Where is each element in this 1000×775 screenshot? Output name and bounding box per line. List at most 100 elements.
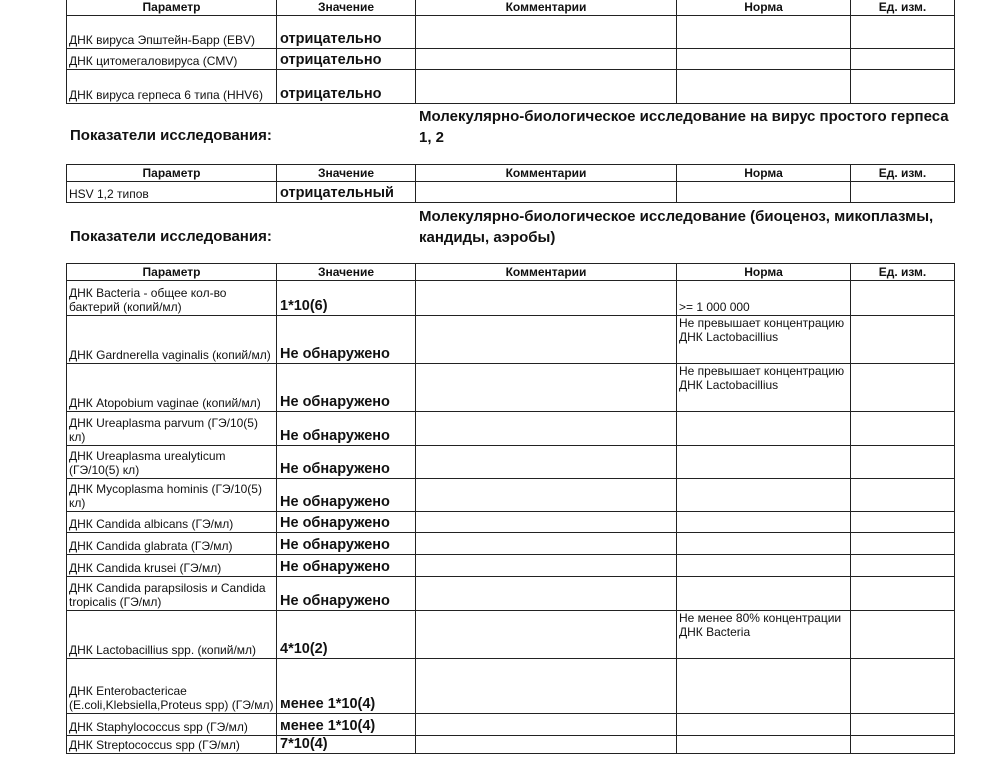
column-header-comment: Комментарии	[415, 164, 677, 182]
norm-cell: Не превышает концентрацию ДНК Lactobacil…	[676, 363, 851, 412]
value-cell: отрицательно	[276, 15, 416, 49]
table-row: ДНК Candida albicans (ГЭ/мл) Не обнаружен…	[66, 511, 955, 533]
column-header-unit: Ед. изм.	[850, 0, 955, 16]
column-header-norm: Норма	[676, 0, 851, 16]
unit-cell	[850, 511, 955, 533]
param-cell: ДНК Ureaplasma urealyticum (ГЭ/10(5) кл)	[66, 445, 277, 479]
table-row: ДНК цитомегаловируса (CMV) отрицательно	[66, 48, 955, 70]
table-row: HSV 1,2 типов отрицательный	[66, 181, 955, 203]
unit-cell	[850, 181, 955, 203]
param-cell: HSV 1,2 типов	[66, 181, 277, 203]
biocenosis-table: Параметр Значение Комментарии Норма Ед. изм.…	[66, 263, 955, 754]
norm-cell: Не превышает концентрацию ДНК Lactobacil…	[676, 315, 851, 364]
param-cell: ДНК Candida glabrata (ГЭ/мл)	[66, 532, 277, 555]
comment-cell	[415, 478, 677, 512]
param-cell: ДНК Atopobium vaginae (копий/мл)	[66, 363, 277, 412]
value-cell: Не обнаружено	[276, 532, 416, 555]
norm-cell	[676, 181, 851, 203]
column-header-unit: Ед. изм.	[850, 164, 955, 182]
param-cell: ДНК Candida parapsilosis и Candida tropi…	[66, 576, 277, 611]
viral-dna-table: Параметр Значение Комментарии Норма Ед. изм.…	[66, 0, 955, 104]
norm-cell	[676, 478, 851, 512]
norm-cell	[676, 445, 851, 479]
header-row: Параметр Значение Комментарии Норма Ед. изм.	[66, 0, 955, 16]
comment-cell	[415, 411, 677, 446]
value-cell: менее 1*10(4)	[276, 658, 416, 714]
comment-cell	[415, 445, 677, 479]
value-cell: Не обнаружено	[276, 411, 416, 446]
param-cell: ДНК Gardnerella vaginalis (копий/мл)	[66, 315, 277, 364]
column-header-norm: Норма	[676, 164, 851, 182]
param-cell: ДНК Staphylococcus spp (ГЭ/мл)	[66, 713, 277, 736]
norm-cell	[676, 532, 851, 555]
table-row: ДНК Candida krusei (ГЭ/мл) Не обнаружено	[66, 554, 955, 577]
param-cell: ДНК Candida krusei (ГЭ/мл)	[66, 554, 277, 577]
table-row: ДНК вируса Эпштейн-Барр (EBV) отрицательн…	[66, 15, 955, 49]
comment-cell	[415, 315, 677, 364]
table-row: ДНК Streptococcus spp (ГЭ/мл) 7*10(4)	[66, 735, 955, 754]
comment-cell	[415, 658, 677, 714]
value-cell: Не обнаружено	[276, 554, 416, 577]
column-header-param: Параметр	[66, 164, 277, 182]
comment-cell	[415, 532, 677, 555]
value-cell: менее 1*10(4)	[276, 713, 416, 736]
header-row: Параметр Значение Комментарии Норма Ед. изм.	[66, 164, 955, 182]
table-row: ДНК Bacteria - общее кол-во бактерий (ко…	[66, 280, 955, 316]
unit-cell	[850, 280, 955, 316]
norm-cell: >= 1 000 000	[676, 280, 851, 316]
column-header-comment: Комментарии	[415, 263, 677, 281]
column-header-unit: Ед. изм.	[850, 263, 955, 281]
section-label: Показатели исследования:	[70, 228, 272, 245]
norm-cell	[676, 511, 851, 533]
unit-cell	[850, 576, 955, 611]
comment-cell	[415, 181, 677, 203]
norm-cell	[676, 735, 851, 754]
column-header-param: Параметр	[66, 0, 277, 16]
comment-cell	[415, 735, 677, 754]
table-row: ДНК вируса герпеса 6 типа (HHV6) отрицате…	[66, 69, 955, 104]
value-cell: 4*10(2)	[276, 610, 416, 659]
comment-cell	[415, 280, 677, 316]
table-row: ДНК Ureaplasma parvum (ГЭ/10(5) кл) Не об…	[66, 411, 955, 446]
comment-cell	[415, 713, 677, 736]
unit-cell	[850, 713, 955, 736]
table-row: ДНК Gardnerella vaginalis (копий/мл) Не о…	[66, 315, 955, 364]
unit-cell	[850, 315, 955, 364]
param-cell: ДНК Enterobactericae (E.coli,Klebsiella,…	[66, 658, 277, 714]
param-cell: ДНК Bacteria - общее кол-во бактерий (ко…	[66, 280, 277, 316]
comment-cell	[415, 511, 677, 533]
value-cell: Не обнаружено	[276, 478, 416, 512]
param-cell: ДНК Ureaplasma parvum (ГЭ/10(5) кл)	[66, 411, 277, 446]
param-cell: ДНК Lactobacillius spp. (копий/мл)	[66, 610, 277, 659]
column-header-norm: Норма	[676, 263, 851, 281]
value-cell: 1*10(6)	[276, 280, 416, 316]
param-cell: ДНК цитомегаловируса (CMV)	[66, 48, 277, 70]
value-cell: Не обнаружено	[276, 315, 416, 364]
unit-cell	[850, 411, 955, 446]
norm-cell	[676, 576, 851, 611]
norm-cell	[676, 15, 851, 49]
table-row: ДНК Staphylococcus spp (ГЭ/мл) менее 1*10…	[66, 713, 955, 736]
column-header-value: Значение	[276, 263, 416, 281]
unit-cell	[850, 532, 955, 555]
param-cell: ДНК Candida albicans (ГЭ/мл)	[66, 511, 277, 533]
value-cell: отрицательно	[276, 69, 416, 104]
table-row: ДНК Enterobactericae (E.coli,Klebsiella,…	[66, 658, 955, 714]
unit-cell	[850, 554, 955, 577]
section-label: Показатели исследования:	[70, 127, 272, 144]
param-cell: ДНК Mycoplasma hominis (ГЭ/10(5) кл)	[66, 478, 277, 512]
value-cell: 7*10(4)	[276, 735, 416, 754]
unit-cell	[850, 478, 955, 512]
column-header-value: Значение	[276, 0, 416, 16]
section-title-biocenosis: Молекулярно-биологическое исследование (…	[419, 208, 934, 246]
hsv-table: Параметр Значение Комментарии Норма Ед. изм.…	[66, 164, 955, 203]
table-row: ДНК Candida glabrata (ГЭ/мл) Не обнаружен…	[66, 532, 955, 555]
comment-cell	[415, 69, 677, 104]
comment-cell	[415, 48, 677, 70]
value-cell: отрицательно	[276, 48, 416, 70]
value-cell: отрицательный	[276, 181, 416, 203]
norm-cell	[676, 658, 851, 714]
unit-cell	[850, 15, 955, 49]
norm-cell: Не менее 80% концентрации ДНК Bacteria	[676, 610, 851, 659]
column-header-value: Значение	[276, 164, 416, 182]
